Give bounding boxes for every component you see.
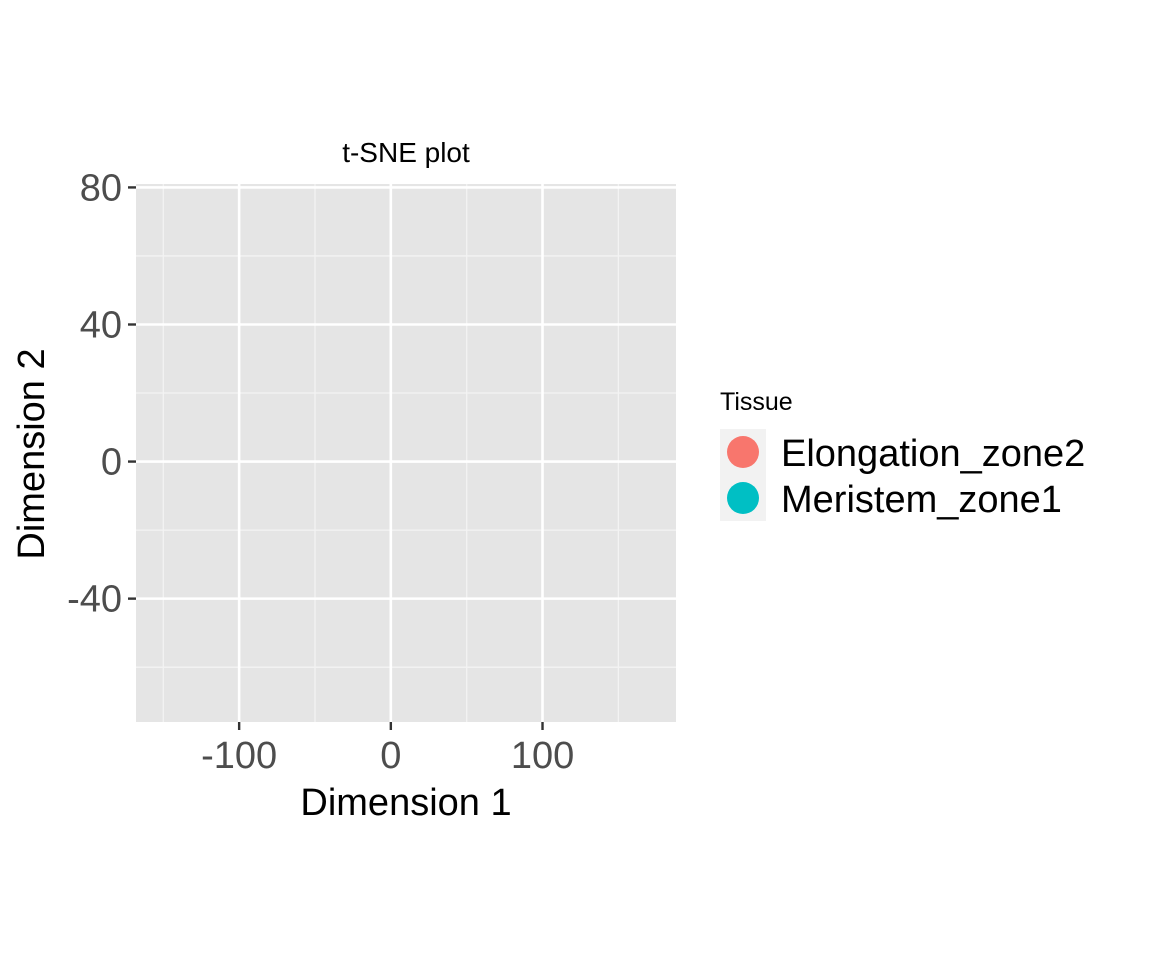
x-axis-label: Dimension 1 bbox=[300, 782, 511, 824]
y-tick-label: -40 bbox=[67, 579, 122, 621]
x-tick-label: -100 bbox=[201, 735, 277, 777]
x-tick-label: 100 bbox=[511, 735, 574, 777]
major-gridlines bbox=[136, 184, 676, 722]
plot-panel bbox=[136, 184, 676, 722]
legend-title: Tissue bbox=[720, 388, 793, 416]
legend-swatch bbox=[727, 482, 759, 514]
legend-swatch bbox=[727, 436, 759, 468]
legend-label: Elongation_zone2 bbox=[781, 433, 1085, 475]
chart-title: t-SNE plot bbox=[342, 137, 470, 168]
y-tick-label: 0 bbox=[101, 442, 122, 484]
y-tick-label: 80 bbox=[80, 167, 122, 209]
x-axis: -100 0 100 bbox=[201, 722, 574, 777]
y-tick-label: 40 bbox=[80, 304, 122, 346]
x-tick-label: 0 bbox=[380, 735, 401, 777]
y-axis: -40 0 40 80 bbox=[67, 167, 136, 621]
legend-label: Meristem_zone1 bbox=[781, 479, 1062, 521]
y-axis-label: Dimension 2 bbox=[11, 348, 53, 559]
minor-gridlines bbox=[136, 184, 676, 722]
